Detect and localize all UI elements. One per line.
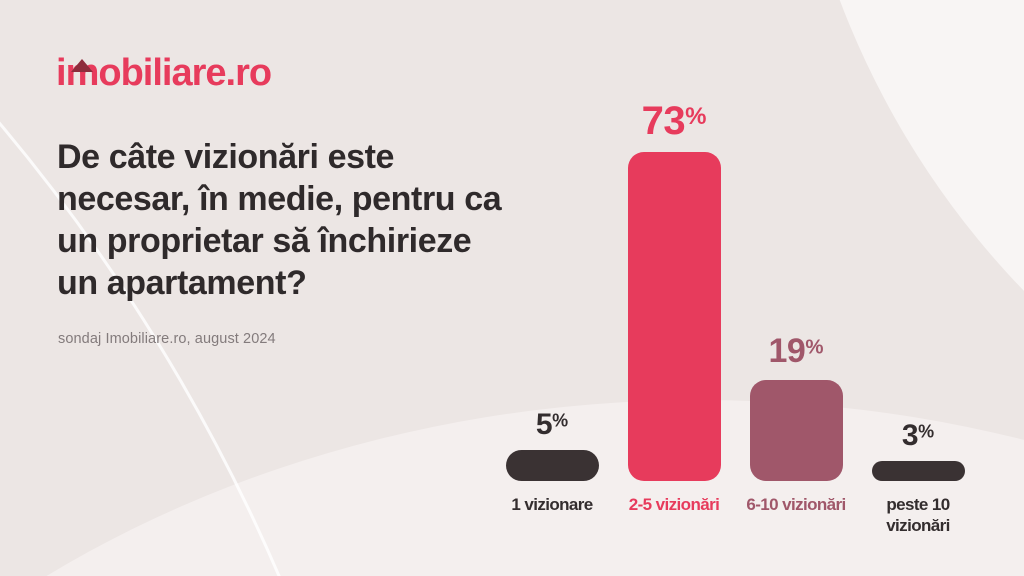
chart-column-4: 3% peste 10 vizionări <box>866 96 970 541</box>
bar-segment <box>627 152 721 481</box>
chart-column-1: 5% 1 vizionare <box>500 96 604 541</box>
bar-segment <box>871 461 965 481</box>
logo-text-i: i <box>56 52 67 94</box>
bar-chart: 5% 1 vizionare 73% 2-5 vizionări 19% 6-10 viz… <box>500 96 970 541</box>
logo-text-m: m <box>65 52 100 94</box>
bar-value-label: 3% <box>901 418 935 452</box>
headline-line-3: un proprietar să închirieze <box>57 222 472 260</box>
page-title: De câte vizionări este necesar, în medie… <box>57 136 597 304</box>
house-roof-icon <box>70 59 93 72</box>
source-note: sondaj Imobiliare.ro, august 2024 <box>58 331 276 347</box>
bar-category-label: 6-10 vizionări <box>746 495 846 514</box>
headline-line-1: De câte vizionări este <box>57 138 395 176</box>
bar-value-label: 73% <box>641 99 707 143</box>
logo: im obiliare.ro <box>56 52 272 95</box>
chart-column-2: 73% 2-5 vizionări <box>622 96 726 541</box>
bar-value-label: 5% <box>535 407 569 441</box>
bar-segment <box>505 450 599 481</box>
headline-line-4: un apartament? <box>57 264 307 302</box>
bar-category-label: 2-5 vizionări <box>628 495 720 514</box>
chart-column-3: 19% 6-10 vizionări <box>744 96 848 541</box>
headline-line-2: necesar, în medie, pentru ca <box>57 180 502 218</box>
bar-category-label: peste 10 vizionări <box>886 495 950 535</box>
logo-text-rest: obiliare.ro <box>98 52 272 94</box>
bar-category-label: 1 vizionare <box>511 495 593 514</box>
bar-value-label: 19% <box>768 332 824 371</box>
bar-segment <box>749 380 843 481</box>
